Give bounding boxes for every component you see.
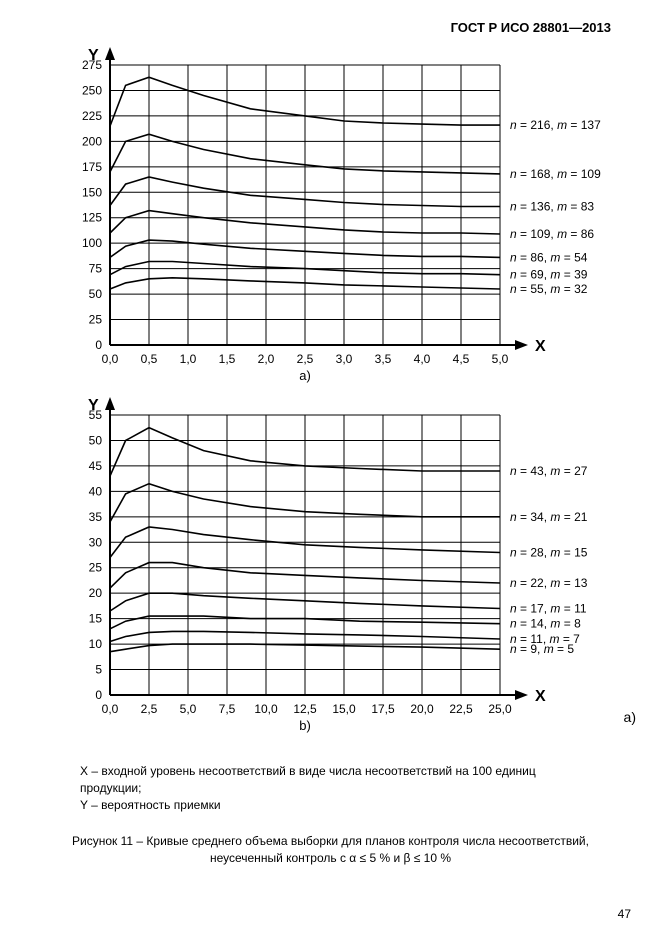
svg-text:n = 14, m = 8: n = 14, m = 8	[510, 617, 581, 631]
svg-text:200: 200	[82, 134, 102, 148]
svg-text:7,5: 7,5	[219, 702, 236, 716]
svg-text:0,5: 0,5	[141, 352, 158, 366]
svg-text:n = 9, m = 5: n = 9, m = 5	[510, 642, 574, 656]
chart-a: 0,0 0,5 1,0 1,5 2,0 2,5 3,0 3,5 4,0 4,5 5,0 0 25 50 75…	[40, 45, 640, 390]
svg-text:50: 50	[89, 287, 103, 301]
chart-b-wrap: 0,0 2,5 5,0 7,5 10,0 12,5 15,0 17,5 20,0 22,5 25,0…	[40, 395, 631, 755]
svg-text:100: 100	[82, 236, 102, 250]
chart-a-wrap: 0,0 0,5 1,0 1,5 2,0 2,5 3,0 3,5 4,0 4,5 5,0 0 25 50 75…	[40, 45, 631, 395]
svg-text:17,5: 17,5	[371, 702, 395, 716]
svg-text:a): a)	[299, 368, 311, 383]
svg-text:75: 75	[89, 262, 103, 276]
svg-text:2,5: 2,5	[297, 352, 314, 366]
svg-text:n = 69, m = 39: n = 69, m = 39	[510, 268, 588, 282]
svg-text:5,0: 5,0	[180, 702, 197, 716]
svg-text:250: 250	[82, 83, 102, 97]
svg-text:n = 17, m = 11: n = 17, m = 11	[510, 601, 587, 615]
svg-text:n = 216, m = 137: n = 216, m = 137	[510, 118, 601, 132]
svg-text:10,0: 10,0	[254, 702, 278, 716]
chart-b: 0,0 2,5 5,0 7,5 10,0 12,5 15,0 17,5 20,0 22,5 25,0…	[40, 395, 660, 750]
svg-text:n = 136, m = 83: n = 136, m = 83	[510, 200, 594, 214]
svg-text:n = 34, m = 21: n = 34, m = 21	[510, 510, 588, 524]
page: ГОСТ Р ИСО 28801—2013 0,0 0,5 1,0 1,5 2,0 2,5…	[0, 0, 661, 936]
svg-text:2,0: 2,0	[258, 352, 275, 366]
svg-text:0,0: 0,0	[102, 702, 119, 716]
svg-text:5,0: 5,0	[492, 352, 509, 366]
svg-text:4,5: 4,5	[453, 352, 470, 366]
svg-text:25: 25	[89, 561, 103, 575]
figure-caption: Рисунок 11 – Кривые среднего объема выбо…	[70, 833, 591, 867]
caption-line1: Рисунок 11 – Кривые среднего объема выбо…	[72, 834, 589, 848]
svg-text:0,0: 0,0	[102, 352, 119, 366]
x-legend: X – входной уровень несоответствий в вид…	[80, 763, 591, 797]
svg-text:3,0: 3,0	[336, 352, 353, 366]
svg-text:n = 55, m = 32: n = 55, m = 32	[510, 282, 588, 296]
y-legend: Y – вероятность приемки	[80, 797, 591, 814]
svg-text:0: 0	[95, 688, 102, 702]
svg-text:15,0: 15,0	[332, 702, 356, 716]
svg-text:225: 225	[82, 109, 102, 123]
svg-text:n = 109, m = 86: n = 109, m = 86	[510, 227, 594, 241]
svg-text:2,5: 2,5	[141, 702, 158, 716]
svg-text:35: 35	[89, 510, 103, 524]
svg-text:50: 50	[89, 433, 103, 447]
svg-text:45: 45	[89, 459, 103, 473]
svg-text:150: 150	[82, 185, 102, 199]
svg-text:22,5: 22,5	[449, 702, 473, 716]
svg-text:25: 25	[89, 313, 103, 327]
page-number: 47	[618, 907, 631, 921]
svg-text:Y: Y	[88, 47, 99, 64]
svg-text:4,0: 4,0	[414, 352, 431, 366]
doc-header: ГОСТ Р ИСО 28801—2013	[30, 20, 611, 35]
svg-text:10: 10	[89, 637, 103, 651]
svg-text:1,5: 1,5	[219, 352, 236, 366]
svg-text:n = 168, m = 109: n = 168, m = 109	[510, 167, 601, 181]
svg-text:X: X	[535, 338, 546, 355]
axis-legend: X – входной уровень несоответствий в вид…	[80, 763, 591, 813]
svg-text:125: 125	[82, 211, 102, 225]
svg-text:25,0: 25,0	[488, 702, 512, 716]
caption-line2: неусеченный контроль с α ≤ 5 % и β ≤ 10 …	[210, 851, 451, 865]
svg-text:1,0: 1,0	[180, 352, 197, 366]
svg-text:Y: Y	[88, 397, 99, 414]
svg-text:n = 22, m = 13: n = 22, m = 13	[510, 576, 588, 590]
svg-text:40: 40	[89, 484, 103, 498]
svg-text:X: X	[535, 688, 546, 705]
svg-text:n = 43, m = 27: n = 43, m = 27	[510, 464, 588, 478]
chart-b-side-label: a)	[624, 709, 636, 725]
svg-text:20,0: 20,0	[410, 702, 434, 716]
svg-text:15: 15	[89, 612, 103, 626]
svg-text:3,5: 3,5	[375, 352, 392, 366]
svg-text:n = 28, m = 15: n = 28, m = 15	[510, 545, 588, 559]
svg-text:n = 86, m = 54: n = 86, m = 54	[510, 250, 588, 264]
svg-text:5: 5	[95, 663, 102, 677]
svg-text:0: 0	[95, 338, 102, 352]
svg-text:20: 20	[89, 586, 103, 600]
svg-text:12,5: 12,5	[293, 702, 317, 716]
svg-text:175: 175	[82, 160, 102, 174]
svg-text:b): b)	[299, 718, 311, 733]
svg-text:30: 30	[89, 535, 103, 549]
